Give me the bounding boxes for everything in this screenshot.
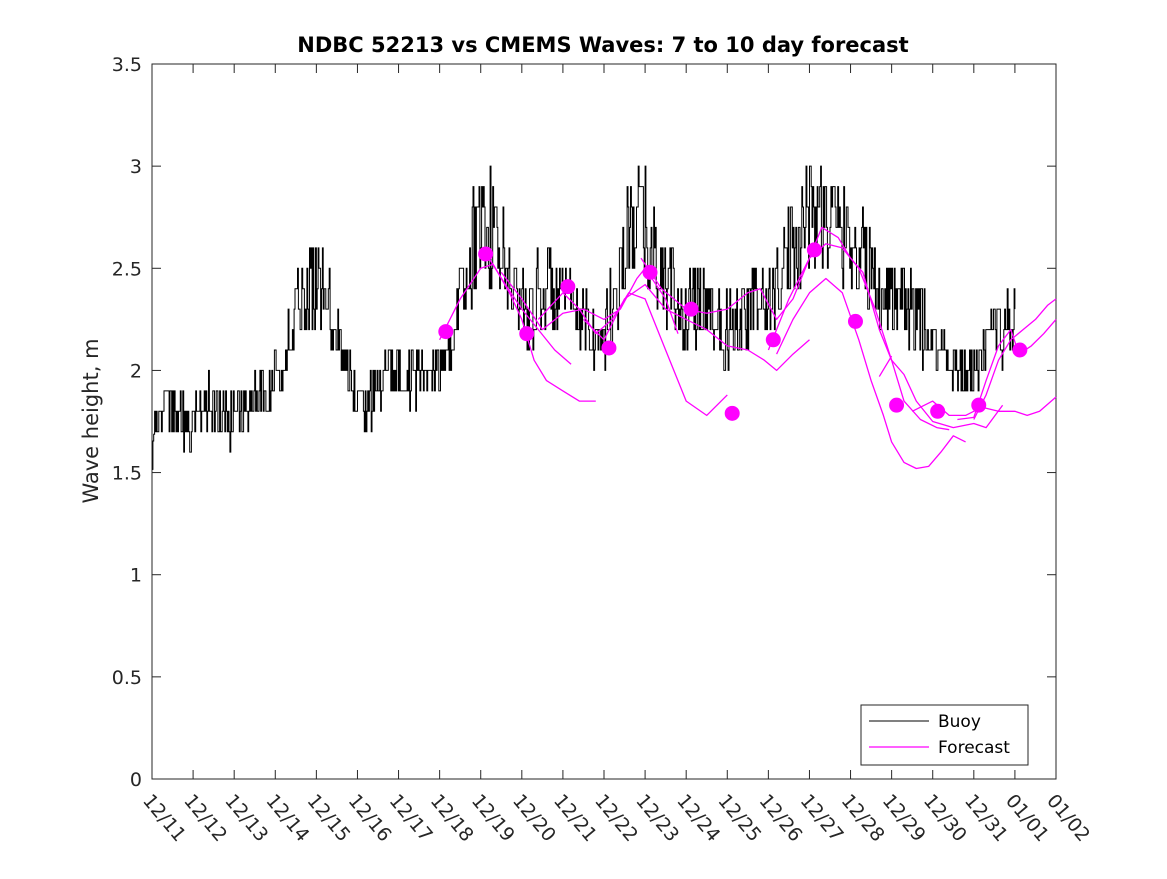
forecast-marker — [438, 324, 454, 340]
forecast-marker — [519, 326, 535, 342]
forecast-line — [973, 298, 1057, 420]
forecast-marker — [806, 242, 822, 258]
forecast-marker — [1012, 342, 1028, 358]
y-tick-label: 2.5 — [112, 258, 142, 280]
legend-box — [860, 704, 1029, 766]
legend-buoy-label: Buoy — [938, 712, 981, 732]
forecast-line — [878, 355, 893, 377]
y-tick-label: 2 — [130, 360, 142, 382]
y-tick-label: 3 — [130, 156, 142, 178]
y-tick-label: 0.5 — [112, 667, 142, 689]
legend: Buoy Forecast — [860, 704, 1029, 766]
forecast-marker — [683, 301, 699, 317]
y-axis-label: Wave height, m — [79, 338, 103, 503]
forecast-marker — [971, 397, 987, 413]
y-tick-label: 1.5 — [112, 463, 142, 485]
forecast-marker — [601, 340, 617, 356]
forecast-line — [439, 263, 596, 402]
forecast-line — [537, 292, 728, 417]
forecast-line — [776, 277, 966, 470]
forecast-marker — [930, 403, 946, 419]
forecast-line — [583, 283, 810, 372]
forecast-marker — [847, 313, 863, 329]
forecast-marker — [765, 332, 781, 348]
legend-forecast-label: Forecast — [938, 738, 1010, 758]
y-tick-label: 1 — [130, 565, 142, 587]
buoy-line — [152, 165, 1016, 470]
forecast-marker — [889, 397, 905, 413]
forecast-marker — [642, 264, 658, 280]
forecast-marker — [560, 279, 576, 295]
forecast-marker — [724, 405, 740, 421]
y-tick-label: 3.5 — [112, 54, 142, 76]
y-tick-label: 0 — [130, 769, 142, 791]
forecast-marker — [478, 246, 494, 262]
forecast-line — [488, 257, 572, 365]
chart-title: NDBC 52213 vs CMEMS Waves: 7 to 10 day f… — [297, 33, 908, 57]
